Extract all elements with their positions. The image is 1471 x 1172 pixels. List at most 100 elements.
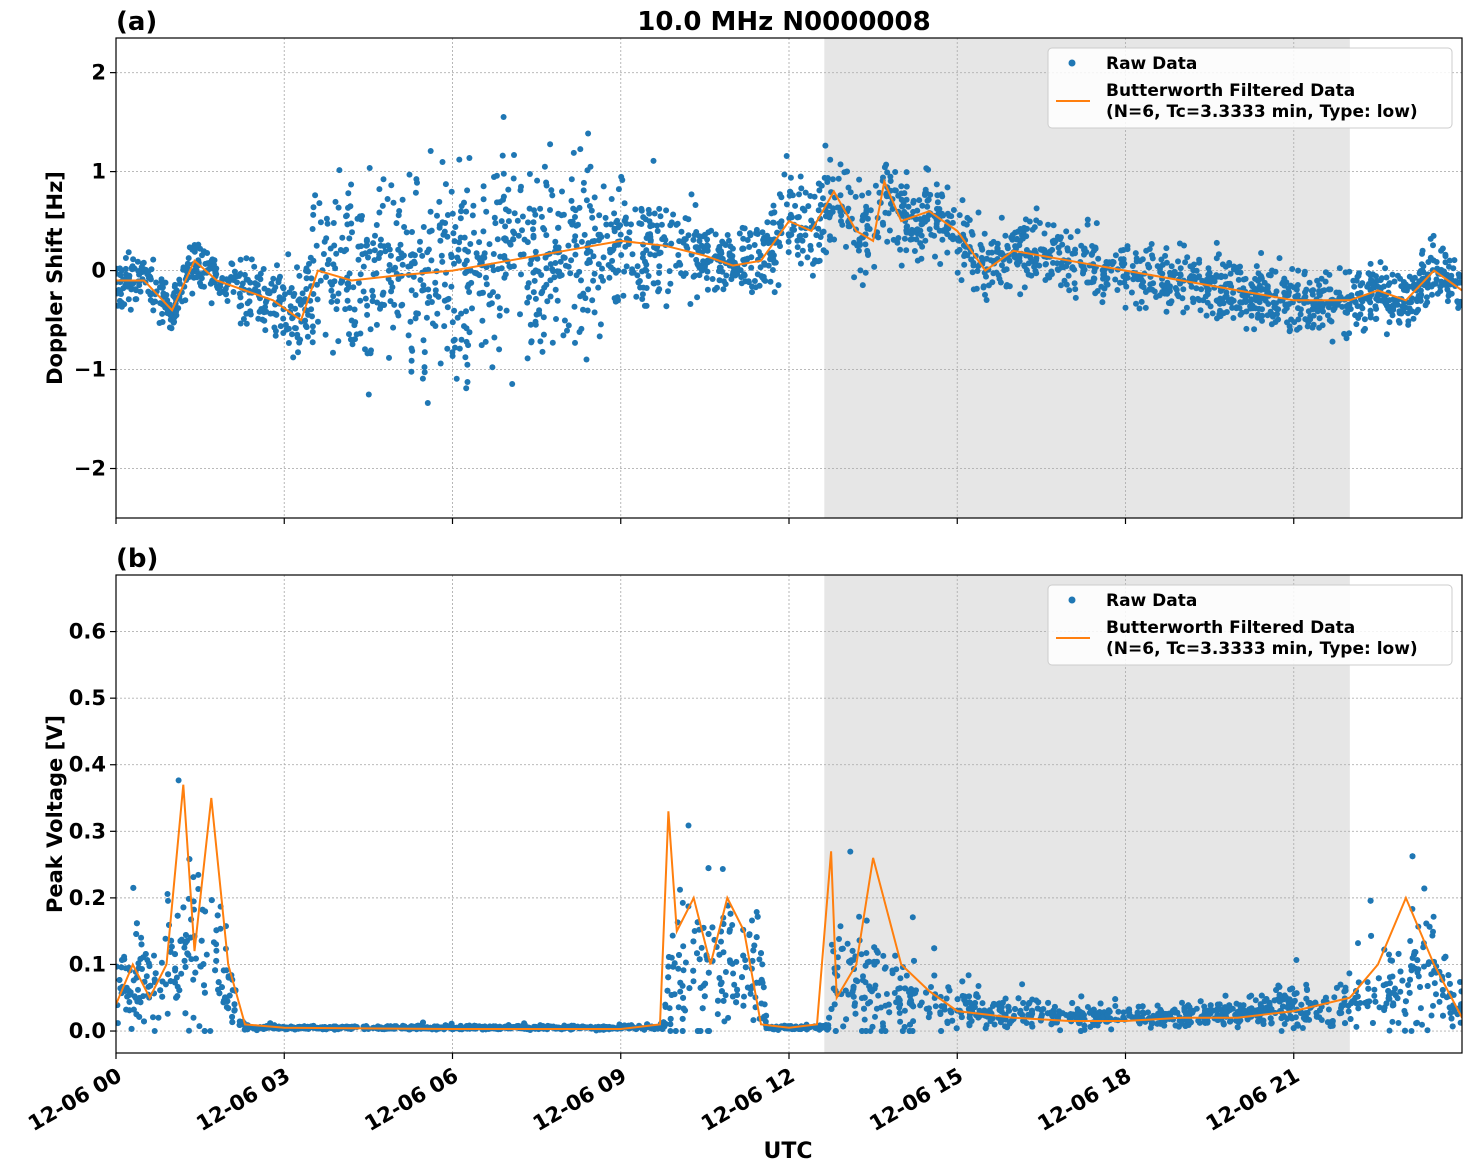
raw-data-point bbox=[442, 181, 449, 188]
raw-data-point bbox=[1106, 1008, 1113, 1015]
raw-data-point bbox=[1314, 277, 1321, 284]
raw-data-point bbox=[416, 247, 423, 254]
raw-data-point bbox=[796, 191, 802, 198]
raw-data-point bbox=[548, 187, 555, 194]
raw-data-point bbox=[678, 270, 685, 277]
raw-data-point bbox=[1223, 309, 1230, 315]
raw-data-point bbox=[770, 202, 777, 209]
raw-data-point bbox=[805, 203, 812, 210]
raw-data-point bbox=[200, 248, 207, 255]
raw-data-point bbox=[897, 975, 904, 982]
raw-data-point bbox=[419, 252, 426, 259]
raw-data-point bbox=[1386, 951, 1392, 958]
raw-data-point bbox=[748, 264, 755, 271]
raw-data-point bbox=[491, 334, 498, 341]
raw-data-point bbox=[1248, 296, 1255, 303]
y-tick-label: −2 bbox=[74, 457, 106, 481]
raw-data-point bbox=[994, 245, 1001, 252]
raw-data-point bbox=[749, 917, 755, 924]
raw-data-point bbox=[1021, 262, 1028, 269]
raw-data-point bbox=[381, 302, 388, 308]
raw-data-point bbox=[1281, 308, 1288, 314]
raw-data-point bbox=[192, 265, 199, 272]
raw-data-point bbox=[391, 301, 398, 308]
raw-data-point bbox=[294, 331, 301, 338]
raw-data-point bbox=[1294, 1021, 1301, 1028]
raw-data-point bbox=[158, 959, 165, 966]
raw-data-point bbox=[687, 301, 694, 307]
raw-data-point bbox=[871, 263, 878, 270]
raw-data-point bbox=[151, 952, 157, 959]
raw-data-point bbox=[922, 237, 929, 244]
raw-data-point bbox=[1378, 275, 1385, 282]
raw-data-point bbox=[363, 242, 370, 249]
raw-data-point bbox=[882, 209, 889, 216]
raw-data-point bbox=[386, 262, 393, 268]
raw-data-point bbox=[753, 979, 760, 986]
raw-data-point bbox=[414, 179, 420, 186]
raw-data-point bbox=[309, 313, 315, 320]
y-tick-label: 2 bbox=[91, 61, 106, 85]
raw-data-point bbox=[1386, 319, 1393, 326]
raw-data-point bbox=[1182, 259, 1189, 266]
raw-data-point bbox=[365, 391, 372, 398]
raw-data-point bbox=[451, 238, 458, 245]
raw-data-point bbox=[822, 142, 829, 149]
raw-data-point bbox=[1047, 248, 1054, 255]
raw-data-point bbox=[1421, 963, 1427, 970]
raw-data-point bbox=[225, 974, 232, 981]
raw-data-point bbox=[1444, 298, 1451, 305]
raw-data-point bbox=[676, 259, 683, 266]
raw-data-point bbox=[665, 974, 672, 981]
legend-marker-raw bbox=[1068, 59, 1076, 67]
raw-data-point bbox=[589, 297, 596, 304]
raw-data-point bbox=[514, 217, 521, 224]
y-tick-label: −1 bbox=[74, 358, 106, 382]
raw-data-point bbox=[1014, 255, 1021, 262]
raw-data-point bbox=[170, 319, 177, 326]
raw-data-point bbox=[1430, 232, 1437, 239]
raw-data-point bbox=[449, 210, 456, 217]
raw-data-point bbox=[699, 1005, 706, 1012]
raw-data-point bbox=[912, 987, 919, 994]
raw-data-point bbox=[1033, 257, 1040, 264]
raw-data-point bbox=[1042, 261, 1049, 268]
raw-data-point bbox=[712, 253, 719, 260]
raw-data-point bbox=[989, 279, 996, 286]
raw-data-point bbox=[591, 194, 598, 201]
raw-data-point bbox=[1343, 335, 1350, 342]
raw-data-point bbox=[164, 891, 171, 897]
raw-data-point bbox=[1199, 277, 1206, 284]
raw-data-point bbox=[1099, 299, 1106, 306]
raw-data-point bbox=[455, 246, 462, 253]
raw-data-point bbox=[739, 974, 745, 981]
raw-data-point bbox=[761, 1001, 768, 1008]
raw-data-point bbox=[133, 931, 140, 937]
raw-data-point bbox=[862, 962, 869, 969]
raw-data-point bbox=[464, 284, 471, 290]
raw-data-point bbox=[596, 333, 603, 340]
raw-data-point bbox=[150, 307, 157, 314]
raw-data-point bbox=[910, 199, 917, 206]
raw-data-point bbox=[585, 130, 592, 137]
raw-data-point bbox=[369, 298, 376, 305]
raw-data-point bbox=[483, 274, 489, 281]
raw-data-point bbox=[903, 169, 910, 176]
raw-data-point bbox=[1458, 988, 1462, 995]
raw-data-point bbox=[1180, 286, 1187, 293]
raw-data-point bbox=[309, 226, 316, 232]
raw-data-point bbox=[595, 261, 602, 268]
raw-data-point bbox=[1230, 289, 1237, 296]
raw-data-point bbox=[122, 265, 129, 272]
raw-data-point bbox=[213, 957, 220, 964]
raw-data-point bbox=[1229, 304, 1236, 311]
raw-data-point bbox=[408, 357, 415, 364]
raw-data-point bbox=[390, 266, 397, 273]
raw-data-point bbox=[861, 1016, 868, 1023]
raw-data-point bbox=[756, 282, 763, 289]
raw-data-point bbox=[1038, 1006, 1045, 1013]
raw-data-point bbox=[973, 991, 980, 998]
raw-data-point bbox=[1098, 283, 1105, 290]
raw-data-point bbox=[659, 1026, 666, 1032]
raw-data-point bbox=[544, 298, 551, 305]
